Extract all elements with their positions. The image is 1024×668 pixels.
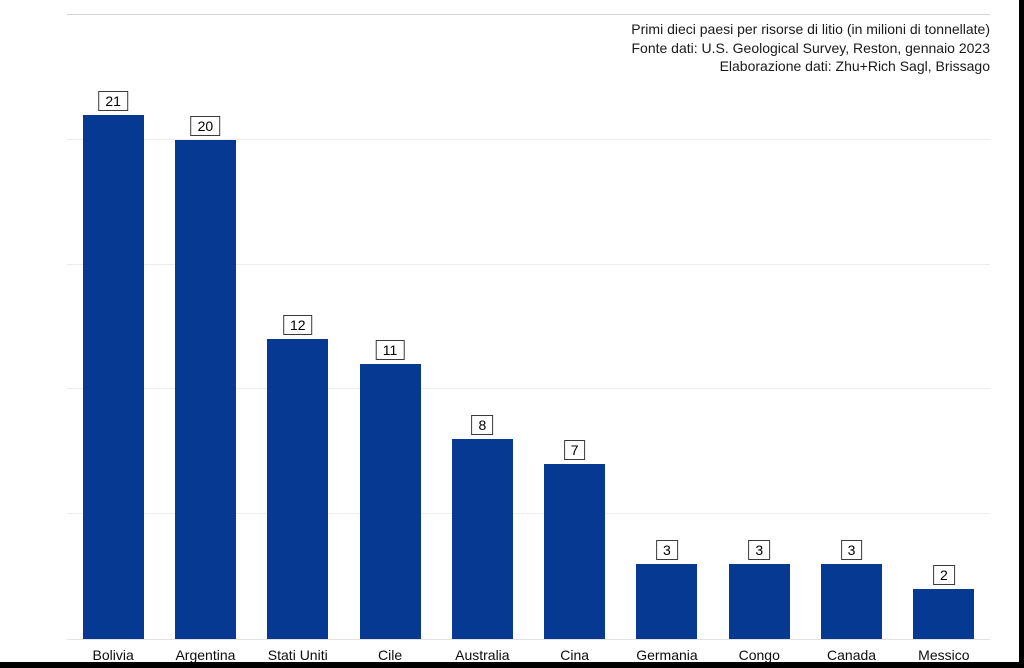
bar [821, 564, 883, 639]
x-axis-label: Canada [827, 647, 877, 663]
plot-area: 21 20 12 11 8 7 3 3 3 2 [67, 14, 990, 640]
x-axis-label: Australia [455, 647, 510, 663]
bar [82, 114, 144, 639]
gridline [67, 138, 990, 140]
bar-value-label: 8 [471, 415, 494, 436]
bar [451, 439, 513, 639]
chart-title: Primi dieci paesi per risorse di litio (… [631, 21, 990, 37]
gridline [67, 388, 990, 390]
chart-title-block: Primi dieci paesi per risorse di litio (… [631, 20, 990, 76]
bar [174, 139, 236, 639]
bar-value-label: 20 [190, 115, 221, 136]
x-axis-label: Congo [738, 647, 780, 663]
x-axis-label: Germania [636, 647, 698, 663]
screen-right-edge [1019, 0, 1024, 668]
gridline [67, 263, 990, 265]
bar-value-label: 2 [932, 565, 955, 586]
bar-value-label: 21 [98, 90, 128, 111]
bar [267, 339, 329, 639]
bar-value-label: 7 [563, 440, 586, 461]
x-axis-label: Bolivia [92, 647, 134, 663]
bar-value-label: 12 [282, 315, 313, 336]
screen-bottom-edge [0, 662, 1024, 668]
chart-credit: Elaborazione dati: Zhu+Rich Sagl, Brissa… [719, 58, 990, 74]
x-axis-label: Cina [560, 647, 590, 663]
x-axis-label: Cile [377, 647, 403, 663]
gridline [67, 513, 990, 515]
bar [728, 564, 790, 639]
chart-source: Fonte dati: U.S. Geological Survey, Rest… [631, 39, 990, 56]
bar-value-label: 3 [748, 540, 771, 561]
bar [359, 364, 421, 639]
bar [636, 564, 698, 639]
bar-value-label: 3 [656, 540, 678, 561]
x-axis-label: Argentina [175, 647, 236, 663]
bar-value-label: 3 [840, 540, 863, 561]
x-axis-label: Stati Uniti [267, 647, 328, 663]
bar-value-label: 11 [375, 340, 405, 361]
x-axis-label: Messico [918, 647, 970, 663]
bar [544, 464, 606, 639]
bar [913, 589, 975, 639]
